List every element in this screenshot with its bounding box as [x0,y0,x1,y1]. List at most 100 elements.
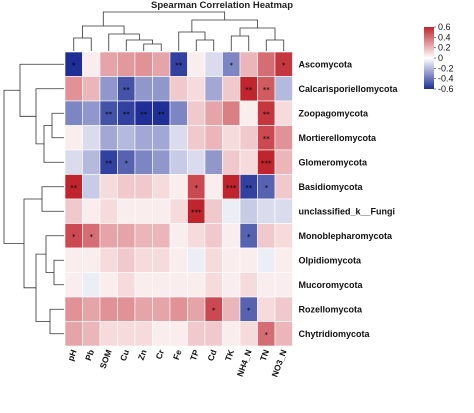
significance-marker: * [212,306,216,314]
dendrogram-branch [43,125,64,163]
heatmap-cell [99,125,118,151]
heatmap-cell [134,198,153,224]
heatmap-cell [134,174,153,200]
heatmap-cell [187,296,206,322]
significance-marker: ** [263,110,271,118]
significance-marker: * [247,306,251,314]
significance-marker: * [72,61,76,69]
heatmap-cell [204,223,223,249]
heatmap-cell [187,149,206,175]
heatmap-cell [152,321,171,347]
dendrogram-branch [82,25,125,38]
heatmap-cell [152,125,171,151]
column-label: NH4_N [235,348,254,378]
heatmap-cell [117,247,136,273]
dendrogram-branch [35,253,50,322]
heatmap-cell [117,321,136,347]
heatmap-cell [187,100,206,126]
heatmap-cell [222,76,241,102]
heatmap-cell [222,247,241,273]
heatmap-cell [274,174,293,200]
heatmap-cell [222,198,241,224]
heatmap-cell [187,125,206,151]
significance-marker: ** [245,184,253,192]
heatmap-cell [187,76,206,102]
dendrogram-branch [108,33,140,51]
significance-marker: * [265,331,269,339]
row-label: Monoblepharomycota [299,231,394,241]
heatmap-cell [99,272,118,298]
heatmap-cell [117,198,136,224]
heatmap-cell [239,272,258,298]
dendrogram-branch [178,31,206,51]
significance-marker: * [282,61,286,69]
dendrogram-branch [45,235,64,273]
heatmap-cell [222,321,241,347]
heatmap-cell [99,51,118,77]
colorbar: 0.60.40.20-0.2-0.4-0.6 [424,22,454,94]
heatmap-cell [169,296,188,322]
dendrogram-branch [49,308,64,335]
dendrogram-branch [102,11,226,26]
colorbar-gradient [424,27,434,89]
heatmap-cell [134,272,153,298]
colorbar-tick-label: 0.4 [438,32,451,42]
heatmap-cell [187,272,206,298]
column-label: TN [258,348,271,362]
heatmap-cell [274,76,293,102]
heatmap-cell [152,76,171,102]
significance-marker: ** [245,86,253,94]
heatmap-cell [152,51,171,77]
heatmap-cell [82,125,101,151]
colorbar-tick-label: -0.4 [438,74,454,84]
heatmap-cell [64,247,83,273]
column-dendrogram [73,11,285,51]
heatmap-cell [274,149,293,175]
column-label: Cd [205,348,218,362]
dendrogram-branch [195,39,215,51]
significance-marker: ** [263,86,271,94]
heatmap-cell [64,125,83,151]
row-label: Zoopagomycota [299,108,369,118]
heatmap-cell [274,296,293,322]
heatmap-cell [274,321,293,347]
significance-marker: * [230,61,234,69]
column-label: Cu [118,348,131,362]
dendrogram-branch [53,259,64,286]
significance-marker: *** [191,208,202,216]
heatmap-cell [152,296,171,322]
significance-marker: ** [175,61,183,69]
heatmap-cell [257,51,276,77]
heatmap-cell [117,125,136,151]
colorbar-tick-label: -0.2 [438,63,454,73]
dendrogram-branch [191,19,258,32]
heatmap-cell [204,100,223,126]
dendrogram-branch [230,35,250,51]
colorbar-tick-label: 0.6 [438,22,451,32]
heatmap-cell [187,51,206,77]
heatmap-cell [134,51,153,77]
heatmap-cell [204,198,223,224]
row-label: Olpidiomycota [299,255,363,265]
row-labels: Ascomycota Calcarisporiellomycota Zoopagom… [299,59,399,339]
heatmap-cell [222,149,241,175]
significance-marker: * [247,233,251,241]
heatmap-cell [152,174,171,200]
significance-marker: ** [123,86,131,94]
heatmap-cell [204,247,223,273]
heatmap-cell [99,198,118,224]
heatmap-cell [82,272,101,298]
column-label: Fe [171,348,184,361]
heatmap-cell [152,223,171,249]
heatmap-cell [169,198,188,224]
heatmap-cell [274,100,293,126]
heatmap-cell [204,51,223,77]
row-label: Glomeromycota [299,157,369,167]
heatmap-cell [99,321,118,347]
heatmap-cell [239,247,258,273]
significance-marker: ** [105,110,113,118]
significance-marker: * [72,233,76,241]
heatmap-cell [222,100,241,126]
heatmap-cell [152,149,171,175]
